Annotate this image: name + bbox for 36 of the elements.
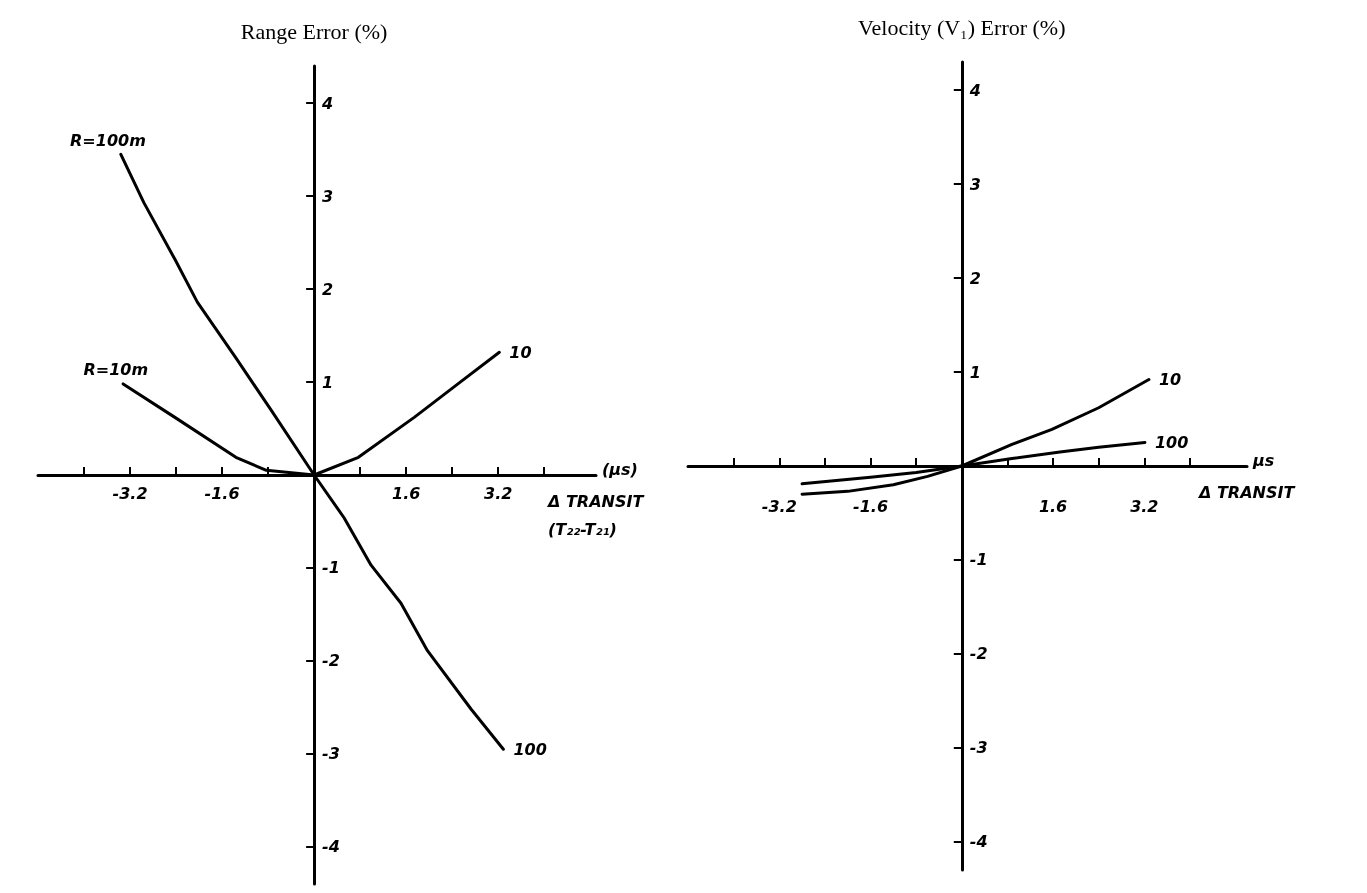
y-tick-label: -3 xyxy=(969,738,988,758)
y-tick-label: -3 xyxy=(322,744,340,764)
y-tick-label: -2 xyxy=(969,644,988,664)
y-axis-title: Range Error (%) xyxy=(240,18,388,44)
y-tick-label: 1 xyxy=(322,372,334,392)
x-tick-label: -1.6 xyxy=(204,483,240,503)
y-tick-label: -4 xyxy=(322,837,340,857)
x-tick-label: -3.2 xyxy=(761,496,797,516)
y-tick-label: 3 xyxy=(322,186,334,206)
x-axis-title: Δ TRANSIT (T₂₂-T₂₁) xyxy=(546,491,645,539)
y-axis-title: Velocity (V₁) Error (%) xyxy=(858,14,1066,40)
y-tick-label: 2 xyxy=(322,279,334,299)
annotation: R=100m xyxy=(70,130,146,150)
x-tick-label: -3.2 xyxy=(112,483,148,503)
x-tick-label: 3.2 xyxy=(484,483,513,503)
series-label: 100 xyxy=(1154,433,1189,453)
x-tick-label: 3.2 xyxy=(1130,496,1159,516)
annotation: R=10m xyxy=(83,360,149,380)
x-axis-title: Δ TRANSIT xyxy=(1197,482,1296,502)
y-tick-label: -2 xyxy=(322,651,340,671)
series-label: 100 xyxy=(513,739,547,759)
y-tick-label: -1 xyxy=(969,550,988,570)
y-tick-label: -4 xyxy=(969,832,988,852)
text: (μs) xyxy=(602,459,638,479)
y-tick-label: -1 xyxy=(322,558,340,578)
series-label: 10 xyxy=(509,342,532,362)
y-tick-label: 2 xyxy=(969,268,981,288)
x-tick-label: 1.6 xyxy=(391,483,421,503)
x-tick-label: 1.6 xyxy=(1038,496,1068,516)
y-tick-label: 3 xyxy=(969,174,981,194)
y-tick-label: 1 xyxy=(969,362,981,382)
x-tick-label: -1.6 xyxy=(853,496,889,516)
text: μs xyxy=(1252,450,1275,470)
y-tick-label: 4 xyxy=(321,93,334,113)
y-tick-label: 4 xyxy=(968,80,981,100)
series-label: 10 xyxy=(1158,370,1182,390)
